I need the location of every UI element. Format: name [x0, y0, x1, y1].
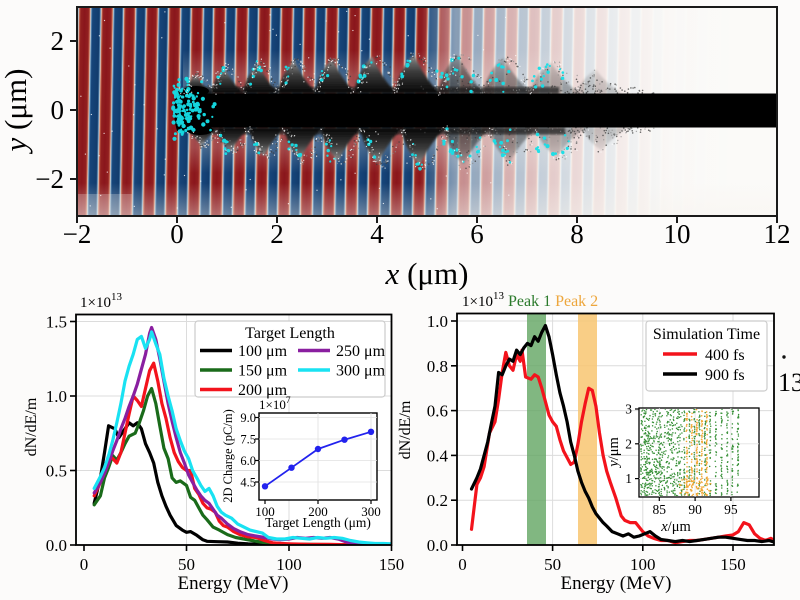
- svg-text:0: 0: [80, 555, 89, 574]
- svg-text:900 fs: 900 fs: [705, 367, 745, 384]
- svg-text:100 μm: 100 μm: [238, 343, 288, 360]
- svg-text:300: 300: [361, 504, 381, 519]
- svg-text:Energy (MeV): Energy (MeV): [561, 573, 672, 594]
- svg-text:0.0: 0.0: [427, 536, 448, 555]
- svg-text:y (μm): y (μm): [0, 69, 33, 155]
- svg-text:85: 85: [653, 502, 667, 517]
- svg-text:50: 50: [544, 555, 561, 574]
- svg-text:8: 8: [570, 219, 584, 249]
- svg-text:Target Length: Target Length: [245, 325, 335, 342]
- svg-text:90: 90: [688, 502, 702, 517]
- svg-text:x/μm: x/μm: [660, 519, 691, 535]
- svg-text:0.5: 0.5: [46, 462, 67, 481]
- svg-text:6.0: 6.0: [240, 454, 256, 468]
- svg-text:dN/dE/m: dN/dE/m: [23, 397, 40, 456]
- svg-text:0: 0: [170, 219, 184, 249]
- svg-text:200 μm: 200 μm: [238, 382, 288, 399]
- svg-text:6: 6: [470, 219, 484, 249]
- svg-text:150: 150: [379, 555, 405, 574]
- svg-text:1.5: 1.5: [46, 313, 67, 332]
- svg-text:1×1013 Peak 1 Peak 2: 1×1013 Peak 1 Peak 2: [462, 290, 598, 310]
- svg-text:0.2: 0.2: [427, 491, 448, 510]
- svg-text:300 μm: 300 μm: [336, 363, 386, 380]
- svg-text:12: 12: [764, 219, 791, 249]
- svg-text:9.0: 9.0: [240, 411, 256, 425]
- svg-text:0: 0: [458, 555, 467, 574]
- svg-text:1×107: 1×107: [259, 396, 291, 412]
- svg-text:7.5: 7.5: [240, 433, 256, 447]
- svg-text:1: 1: [625, 471, 632, 486]
- svg-text:1.0: 1.0: [427, 312, 448, 331]
- svg-text:13: 13: [778, 368, 800, 397]
- svg-text:200: 200: [308, 504, 328, 519]
- svg-text:dN/dE/m: dN/dE/m: [397, 400, 414, 459]
- svg-text:Target Length (μm): Target Length (μm): [265, 515, 371, 530]
- svg-text:−2: −2: [35, 164, 64, 194]
- svg-text:50: 50: [178, 555, 195, 574]
- svg-text:0.0: 0.0: [46, 536, 67, 555]
- svg-text:150 μm: 150 μm: [238, 363, 288, 380]
- svg-text:3: 3: [625, 402, 632, 417]
- svg-text:4.5: 4.5: [240, 476, 256, 490]
- svg-text:150: 150: [720, 555, 746, 574]
- svg-text:100: 100: [255, 504, 275, 519]
- svg-text:−2: −2: [63, 219, 92, 249]
- svg-text:2: 2: [625, 436, 632, 451]
- svg-text:Energy (MeV): Energy (MeV): [178, 573, 289, 594]
- svg-text:2: 2: [270, 219, 284, 249]
- svg-text:95: 95: [724, 502, 738, 517]
- svg-text:0: 0: [51, 95, 65, 125]
- svg-text:250 μm: 250 μm: [336, 343, 386, 360]
- svg-text:y/μm: y/μm: [606, 437, 622, 469]
- svg-text:400 fs: 400 fs: [705, 347, 745, 364]
- svg-text:2D Charge (pC/m): 2D Charge (pC/m): [221, 409, 235, 503]
- svg-text:2: 2: [51, 26, 65, 56]
- svg-text:100: 100: [276, 555, 302, 574]
- svg-text:10: 10: [664, 219, 691, 249]
- svg-text:4: 4: [370, 219, 384, 249]
- svg-text:Simulation Time: Simulation Time: [653, 326, 760, 343]
- svg-text:1.0: 1.0: [46, 387, 67, 406]
- svg-text:0.6: 0.6: [427, 402, 448, 421]
- svg-text:x (μm): x (μm): [385, 256, 469, 290]
- svg-text:100: 100: [630, 555, 656, 574]
- svg-text:0.4: 0.4: [427, 446, 449, 465]
- svg-text:0.8: 0.8: [427, 357, 448, 376]
